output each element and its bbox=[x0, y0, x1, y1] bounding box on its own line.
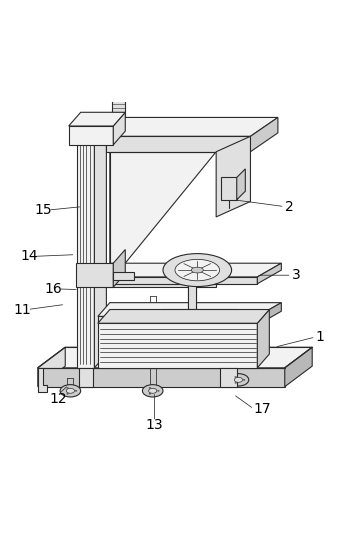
Polygon shape bbox=[106, 118, 278, 136]
Text: 3: 3 bbox=[292, 268, 300, 282]
Polygon shape bbox=[98, 302, 281, 316]
Polygon shape bbox=[77, 128, 106, 142]
Text: 2: 2 bbox=[285, 200, 294, 214]
Ellipse shape bbox=[191, 267, 203, 273]
Polygon shape bbox=[219, 368, 237, 387]
Ellipse shape bbox=[67, 387, 68, 388]
Text: 13: 13 bbox=[146, 418, 163, 432]
Bar bbox=[221, 177, 237, 200]
Polygon shape bbox=[110, 152, 216, 282]
Ellipse shape bbox=[149, 388, 157, 393]
Polygon shape bbox=[285, 347, 312, 387]
Ellipse shape bbox=[66, 388, 75, 393]
Text: 12: 12 bbox=[50, 392, 67, 406]
Polygon shape bbox=[257, 263, 281, 284]
Polygon shape bbox=[113, 272, 134, 281]
Polygon shape bbox=[106, 136, 251, 152]
Text: 1: 1 bbox=[316, 330, 324, 344]
Ellipse shape bbox=[175, 259, 219, 281]
Polygon shape bbox=[38, 368, 47, 392]
Text: 16: 16 bbox=[45, 282, 62, 296]
Polygon shape bbox=[38, 347, 312, 368]
Ellipse shape bbox=[235, 376, 236, 377]
Polygon shape bbox=[76, 263, 113, 287]
Polygon shape bbox=[251, 118, 278, 152]
Polygon shape bbox=[110, 67, 127, 71]
Ellipse shape bbox=[142, 385, 163, 397]
Ellipse shape bbox=[67, 393, 68, 394]
Ellipse shape bbox=[235, 382, 237, 383]
Text: 14: 14 bbox=[21, 249, 38, 263]
Ellipse shape bbox=[149, 387, 150, 388]
Bar bbox=[112, 71, 125, 116]
Polygon shape bbox=[106, 281, 216, 287]
Polygon shape bbox=[151, 310, 238, 323]
Ellipse shape bbox=[60, 385, 81, 397]
Polygon shape bbox=[77, 142, 94, 368]
Polygon shape bbox=[237, 169, 245, 200]
Polygon shape bbox=[98, 316, 257, 325]
Polygon shape bbox=[226, 310, 238, 335]
Polygon shape bbox=[106, 266, 244, 281]
Polygon shape bbox=[257, 302, 281, 325]
Text: 11: 11 bbox=[14, 302, 32, 317]
Bar bbox=[188, 284, 196, 310]
Text: 15: 15 bbox=[34, 203, 52, 217]
Bar bbox=[39, 377, 42, 382]
Polygon shape bbox=[79, 368, 93, 387]
Polygon shape bbox=[38, 368, 285, 387]
Ellipse shape bbox=[149, 393, 151, 394]
Polygon shape bbox=[257, 310, 270, 368]
Polygon shape bbox=[216, 136, 251, 217]
Polygon shape bbox=[113, 249, 125, 287]
Polygon shape bbox=[98, 263, 281, 277]
Polygon shape bbox=[69, 112, 125, 126]
Polygon shape bbox=[98, 277, 257, 284]
Polygon shape bbox=[38, 347, 65, 387]
Polygon shape bbox=[94, 128, 106, 368]
Polygon shape bbox=[113, 112, 125, 145]
Bar bbox=[39, 373, 42, 376]
Polygon shape bbox=[151, 323, 226, 335]
Ellipse shape bbox=[228, 374, 249, 386]
Polygon shape bbox=[98, 323, 257, 368]
Ellipse shape bbox=[163, 254, 232, 287]
Ellipse shape bbox=[234, 377, 243, 382]
Polygon shape bbox=[98, 310, 270, 323]
Text: 17: 17 bbox=[254, 402, 272, 416]
Polygon shape bbox=[69, 126, 113, 145]
